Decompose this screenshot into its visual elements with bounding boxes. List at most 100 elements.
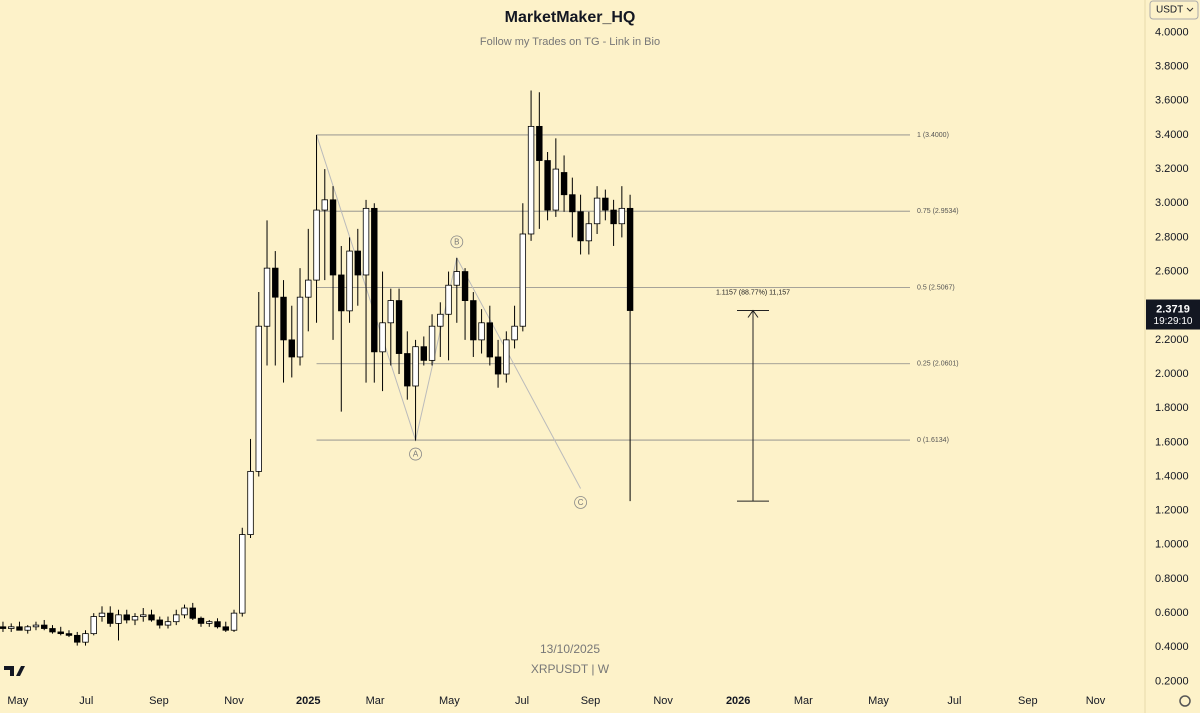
- x-tick-label: Mar: [366, 695, 385, 707]
- candle-body: [420, 346, 428, 361]
- candle-body: [437, 313, 444, 327]
- candle-body: [115, 614, 122, 624]
- candle-body: [544, 160, 551, 211]
- fib-label: 1 (3.4000): [917, 132, 949, 139]
- x-tick-label: Sep: [149, 695, 169, 707]
- y-tick-label: 0.2000: [1155, 675, 1189, 687]
- candle-body: [486, 322, 494, 358]
- measure-label: 1.1157 (88.77%) 11,157: [716, 289, 790, 296]
- settings-icon[interactable]: [1179, 695, 1191, 707]
- x-tick-label: 2025: [296, 695, 320, 707]
- candle-body: [379, 322, 386, 353]
- candle-body: [189, 607, 196, 619]
- y-tick-label: 2.8000: [1155, 231, 1189, 243]
- candle-body: [329, 199, 337, 276]
- candle-body: [428, 325, 436, 361]
- candle-body: [585, 223, 593, 242]
- candle-body: [247, 470, 254, 535]
- x-tick-label: May: [439, 695, 460, 707]
- candle-body: [453, 271, 461, 286]
- x-tick-label: May: [7, 695, 28, 707]
- candle-body: [214, 621, 221, 628]
- chart-title: MarketMaker_HQ: [505, 9, 636, 26]
- price-tag-countdown: 19:29:10: [1154, 316, 1193, 327]
- candle-body: [65, 633, 73, 636]
- candle-body: [272, 267, 279, 298]
- candle-body: [395, 300, 403, 354]
- candle-body: [362, 207, 370, 276]
- candle-body: [32, 624, 40, 628]
- candle-body: [354, 250, 361, 276]
- candle-body: [16, 626, 23, 631]
- y-tick-label: 2.2000: [1155, 334, 1189, 346]
- candle-body: [338, 274, 345, 312]
- candle-body: [610, 209, 617, 225]
- date-label: 13/10/2025: [540, 642, 600, 656]
- fib-label: 0 (1.6134): [917, 437, 949, 444]
- candle-body: [156, 619, 163, 626]
- candle-body: [461, 271, 469, 301]
- tv-logo: [4, 666, 25, 676]
- candle-body: [148, 614, 155, 621]
- candle-body: [503, 339, 510, 375]
- candle-body: [173, 614, 180, 623]
- x-tick-label: Nov: [1086, 695, 1106, 707]
- wave-label: A: [413, 450, 419, 459]
- y-tick-label: 4.0000: [1155, 26, 1189, 38]
- y-tick-label: 2.0000: [1155, 368, 1189, 380]
- candle-body: [90, 616, 97, 635]
- y-tick-label: 3.0000: [1155, 197, 1189, 209]
- candle-body: [569, 194, 576, 213]
- wave-badge: [574, 496, 587, 509]
- x-tick-label: May: [868, 695, 889, 707]
- x-tick-label: Sep: [581, 695, 601, 707]
- measure-arrow: [747, 309, 759, 318]
- candle-body: [527, 125, 535, 235]
- candle-body: [255, 325, 262, 472]
- price-tag-value: 2.3719: [1156, 303, 1190, 315]
- price-tag: [1146, 299, 1200, 330]
- candle-body: [57, 631, 64, 635]
- candle-body: [552, 168, 560, 211]
- candle-body: [181, 607, 188, 616]
- candle-body: [206, 621, 213, 624]
- candle-body: [123, 614, 130, 621]
- candle-body: [626, 207, 634, 311]
- candle-body: [280, 296, 287, 341]
- y-tick-label: 1.2000: [1155, 505, 1189, 517]
- fib-label: 0.25 (2.0601): [917, 361, 959, 368]
- currency-button[interactable]: [1149, 0, 1199, 20]
- chart-subtitle: Follow my Trades on TG - Link in Bio: [480, 36, 660, 48]
- candle-body: [288, 339, 295, 358]
- x-tick-label: Jul: [79, 695, 93, 707]
- candle-body: [131, 616, 139, 621]
- x-tick-label: Mar: [794, 695, 813, 707]
- x-tick-label: Sep: [1018, 695, 1038, 707]
- x-tick-label: Nov: [224, 695, 244, 707]
- candle-body: [98, 612, 106, 617]
- y-tick-label: 0.6000: [1155, 607, 1189, 619]
- wave-label: C: [578, 498, 584, 507]
- candle-body: [0, 626, 7, 629]
- candle-body: [519, 233, 527, 327]
- x-tick-label: Nov: [653, 695, 673, 707]
- y-tick-label: 3.6000: [1155, 95, 1189, 107]
- y-tick-label: 1.0000: [1155, 539, 1189, 551]
- price-axis: [1145, 0, 1200, 713]
- fib-label: 0.5 (2.5067): [917, 284, 955, 291]
- candle-body: [222, 626, 229, 631]
- candle-body: [321, 199, 328, 211]
- candle-body: [346, 250, 353, 312]
- y-tick-label: 3.2000: [1155, 163, 1189, 175]
- candle-body: [387, 300, 394, 324]
- candle-body: [82, 633, 89, 643]
- y-tick-label: 1.8000: [1155, 402, 1189, 414]
- fib-label: 0.75 (2.9534): [917, 208, 959, 215]
- candle-body: [494, 356, 502, 375]
- candle-body: [164, 621, 172, 626]
- y-tick-label: 3.8000: [1155, 61, 1189, 73]
- candle-body: [140, 614, 147, 617]
- y-tick-label: 1.4000: [1155, 470, 1189, 482]
- y-tick-label: 0.4000: [1155, 641, 1189, 653]
- y-tick-label: 3.4000: [1155, 129, 1189, 141]
